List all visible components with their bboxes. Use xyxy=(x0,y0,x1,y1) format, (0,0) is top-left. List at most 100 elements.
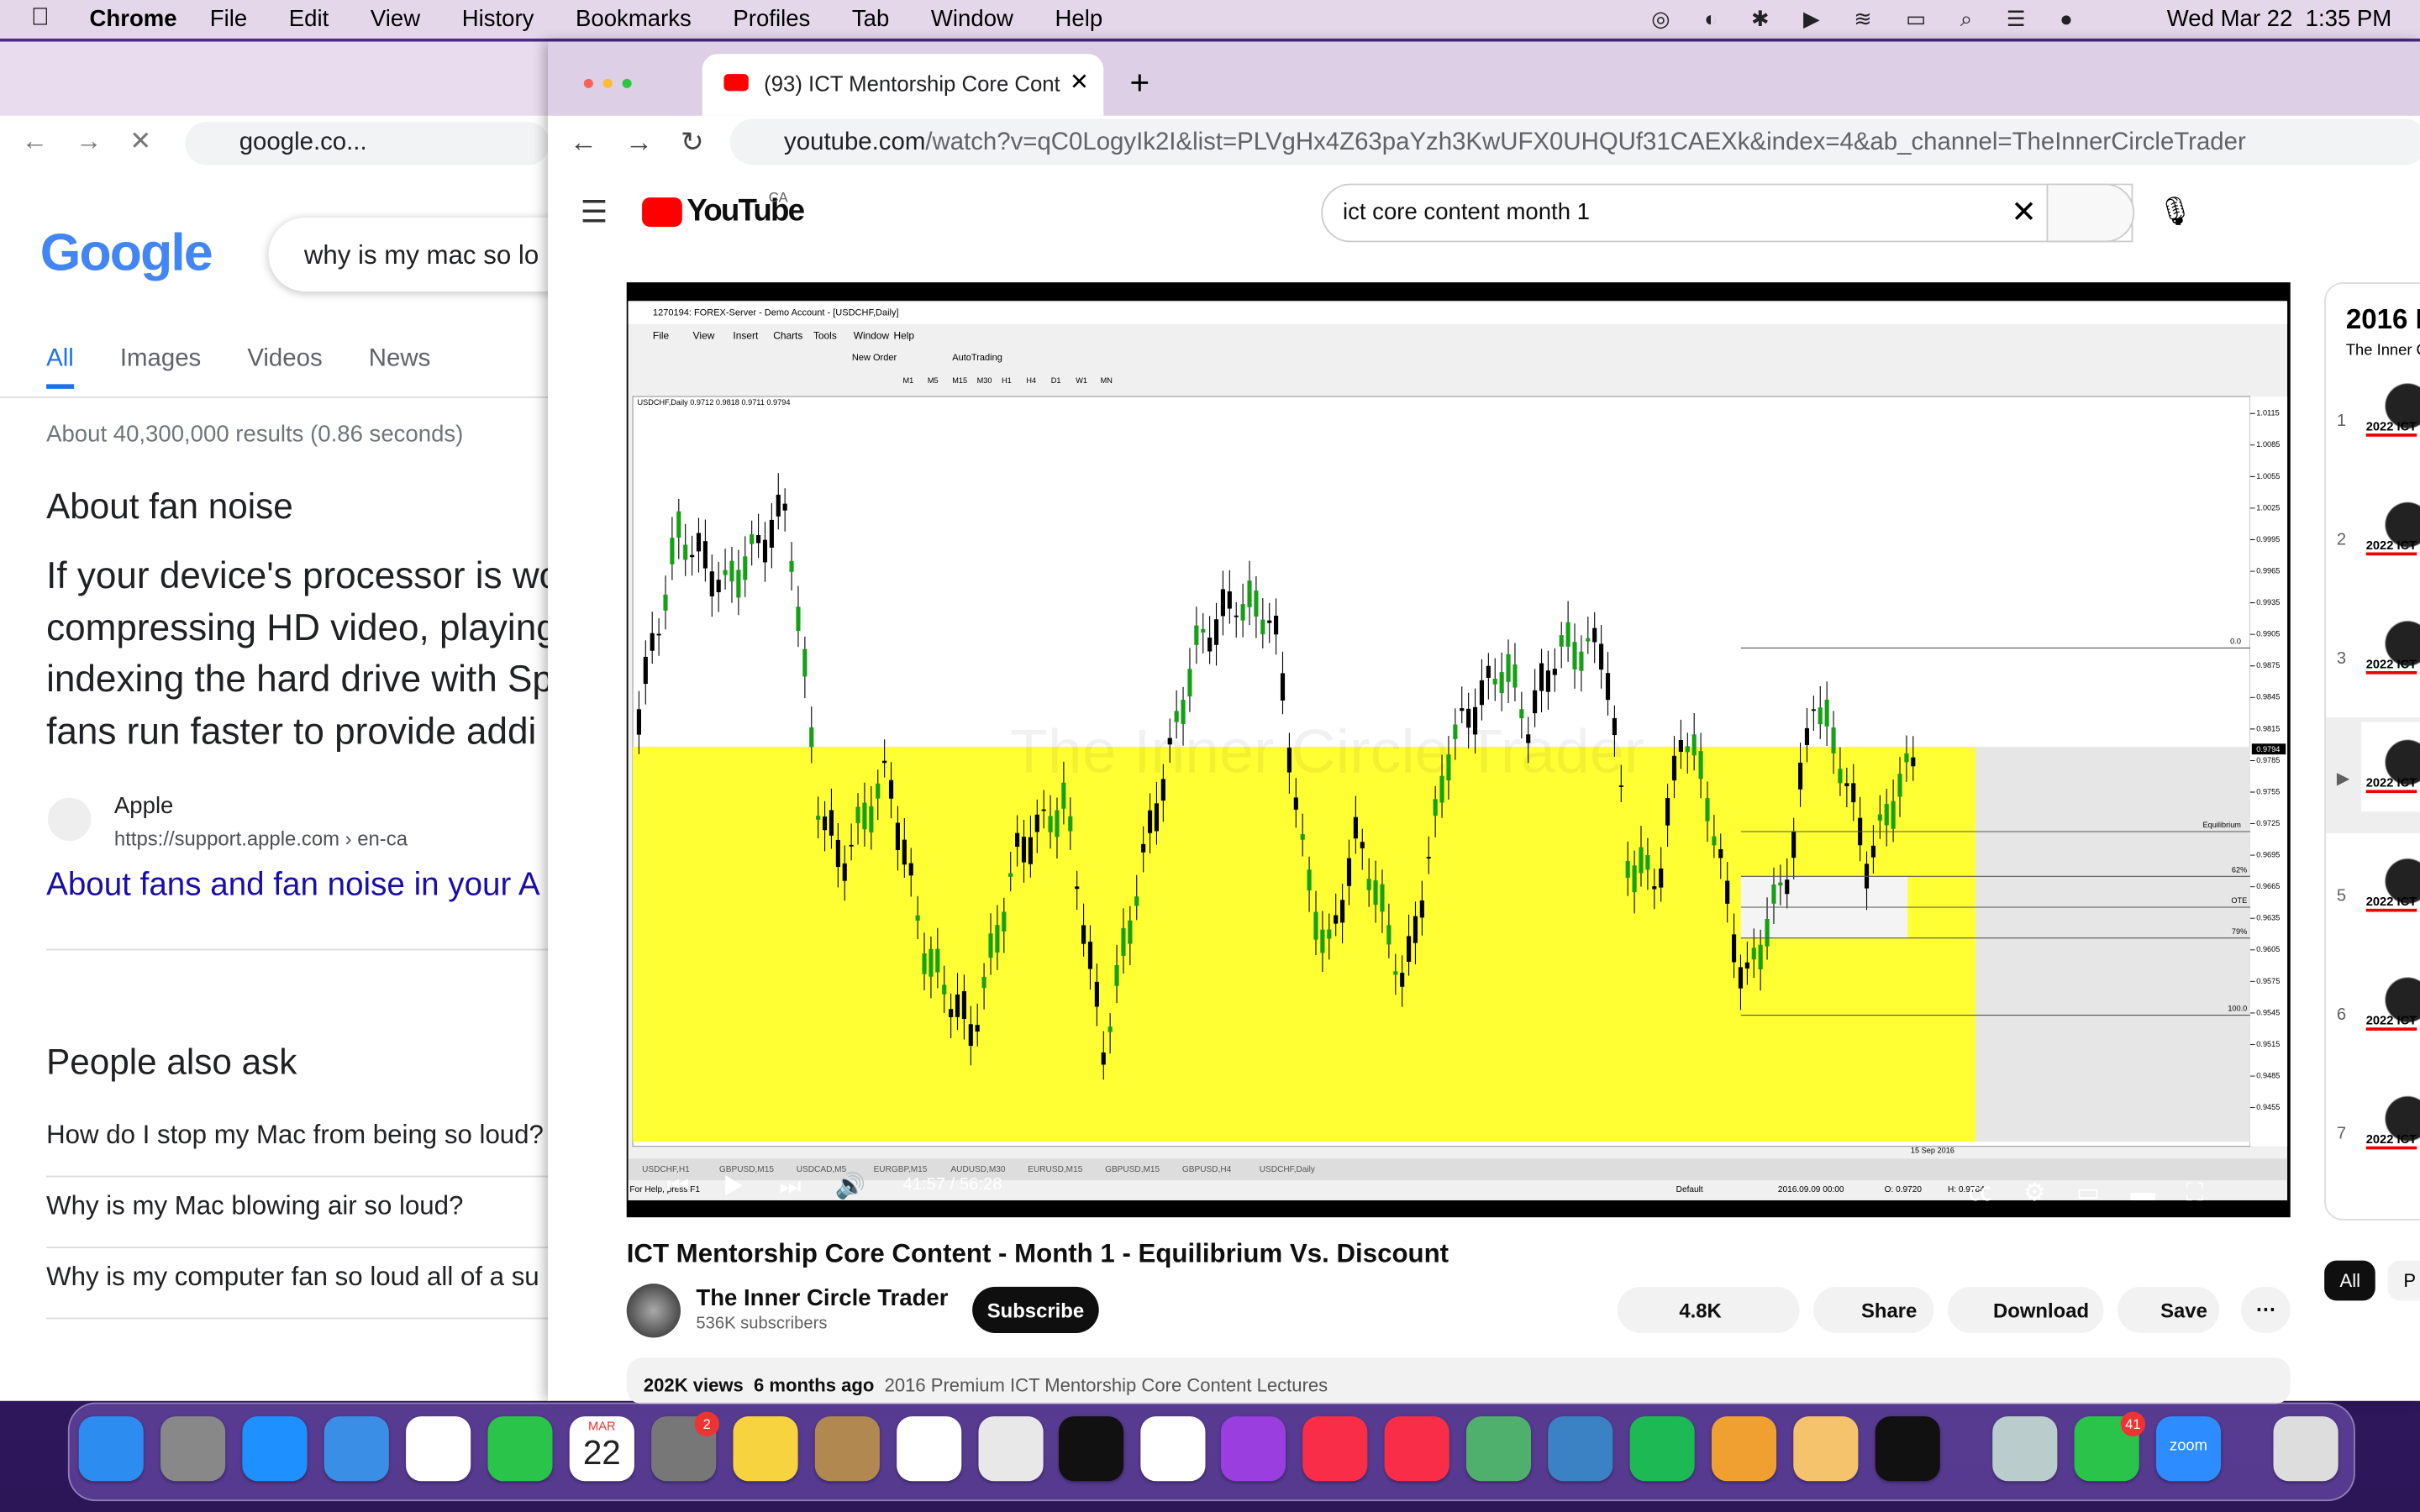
search-tab[interactable]: All xyxy=(46,345,74,389)
tab-close[interactable]: ✕ xyxy=(1069,69,1089,96)
body xyxy=(1744,962,1749,969)
mic[interactable]: 🎙 xyxy=(2157,196,2193,228)
dock-icon[interactable] xyxy=(487,1416,553,1482)
search-button[interactable] xyxy=(2046,183,2135,243)
dock-icon[interactable] xyxy=(324,1416,389,1482)
result-link[interactable]: About fans and fan noise in your A xyxy=(46,867,540,903)
dock-icon[interactable] xyxy=(2155,1416,2222,1482)
question[interactable]: How do I stop my Mac from being so loud? xyxy=(46,1106,550,1178)
channel-avatar[interactable] xyxy=(626,1284,681,1338)
apple-menu[interactable]:  xyxy=(31,5,50,33)
source-url: https://support.apple.com › en-ca xyxy=(113,827,408,851)
body xyxy=(822,816,828,831)
playlist-subtitle: The Inner C xyxy=(2345,342,2420,360)
dock-icon[interactable] xyxy=(569,1416,634,1482)
menu-item[interactable]: Profiles xyxy=(733,6,811,33)
download-button[interactable]: Download xyxy=(1947,1286,2104,1333)
search-tab[interactable]: Images xyxy=(119,345,202,372)
body xyxy=(696,533,702,552)
body xyxy=(663,594,668,611)
price-label: 0.9455 xyxy=(2256,1103,2280,1111)
body xyxy=(1460,708,1465,711)
body xyxy=(922,953,927,974)
element: ● xyxy=(581,69,602,95)
playlist-thumb[interactable] xyxy=(2361,841,2420,931)
menu-item[interactable]: Tab xyxy=(851,6,890,33)
playlist-thumb[interactable] xyxy=(2361,603,2420,693)
question[interactable]: Why is my computer fan so loud all of a … xyxy=(46,1248,550,1320)
mt4-symbol: USDCHF,Daily 0.9712 0.9818 0.9711 0.9794 xyxy=(638,398,791,407)
playlist-thumb[interactable] xyxy=(2361,365,2420,455)
dock-icon[interactable] xyxy=(1384,1416,1449,1482)
save-button[interactable]: Save xyxy=(2118,1286,2220,1333)
price-label: 0.9995 xyxy=(2256,535,2280,543)
chip[interactable]: All xyxy=(2324,1260,2376,1301)
app-name[interactable]: Chrome xyxy=(89,6,177,33)
address-bar[interactable] xyxy=(185,122,550,165)
dock-icon[interactable] xyxy=(1465,1416,1532,1482)
dock-icon[interactable] xyxy=(160,1416,226,1482)
status-text: O: 0.9720 xyxy=(1885,1185,1923,1194)
playlist-panel xyxy=(2324,282,2420,1221)
body xyxy=(1785,879,1790,895)
body xyxy=(729,560,734,582)
status-icons: ◎◐✱▶≋▭⌕☰● xyxy=(1651,6,2107,31)
menu-item[interactable]: Bookmarks xyxy=(576,6,692,33)
like-button[interactable]: 4.8K xyxy=(1617,1286,1800,1333)
body xyxy=(1041,809,1046,811)
status-text: 2016.09.09 00:00 xyxy=(1778,1185,1844,1194)
dock-icon[interactable] xyxy=(2273,1416,2338,1482)
address-bar[interactable] xyxy=(729,118,2420,165)
dock-icon[interactable] xyxy=(1629,1416,1695,1482)
menu-item[interactable]: Edit xyxy=(288,6,329,33)
channel-name[interactable]: The Inner Circle Trader xyxy=(696,1285,949,1312)
dock-icon[interactable] xyxy=(1140,1416,1206,1482)
body xyxy=(1400,973,1405,987)
question[interactable]: Why is my Mac blowing air so loud? xyxy=(46,1177,550,1248)
dock-icon[interactable] xyxy=(1548,1416,1613,1482)
yt-logo[interactable]: YouTube xyxy=(687,194,805,228)
dock-icon[interactable] xyxy=(1302,1416,1368,1482)
dock-icon[interactable] xyxy=(814,1416,880,1482)
chip[interactable]: P xyxy=(2388,1260,2420,1301)
dock-icon[interactable] xyxy=(78,1416,144,1482)
body xyxy=(1240,604,1245,621)
subscribe-button[interactable]: Subscribe xyxy=(972,1286,1099,1333)
playlist-thumb[interactable] xyxy=(2361,484,2420,575)
playlist-thumb[interactable] xyxy=(2361,959,2420,1049)
body xyxy=(1021,837,1027,863)
dock-icon[interactable] xyxy=(1059,1416,1124,1482)
body xyxy=(1639,847,1644,874)
menu-item[interactable]: View xyxy=(370,6,421,33)
dock-icon[interactable] xyxy=(406,1416,471,1482)
dock-icon[interactable] xyxy=(978,1416,1044,1482)
price-label: 0.9845 xyxy=(2256,693,2280,701)
menu-item[interactable]: Window xyxy=(930,6,1013,33)
dock-icon[interactable] xyxy=(1220,1416,1286,1482)
dock-icon[interactable] xyxy=(1711,1416,1777,1482)
dock-icon[interactable] xyxy=(897,1416,962,1482)
menu-item[interactable]: Help xyxy=(1055,6,1103,33)
body xyxy=(1778,882,1783,886)
new-tab[interactable]: + xyxy=(1129,63,1150,102)
description-box[interactable] xyxy=(626,1357,2291,1404)
playlist-thumb[interactable] xyxy=(2361,1078,2420,1168)
dock-icon[interactable] xyxy=(1992,1416,2058,1482)
playlist[interactable]: 2016 Premium ICT Mentorship Core Content… xyxy=(884,1374,1328,1397)
menu-icon[interactable]: ☰ xyxy=(580,196,608,230)
player-controls: ⏮▶⏭🔊 xyxy=(666,1173,900,1200)
search-tab[interactable]: Videos xyxy=(247,345,323,372)
body xyxy=(1492,678,1497,685)
dock-icon[interactable] xyxy=(733,1416,798,1482)
dock-icon[interactable] xyxy=(242,1416,308,1482)
menu-item[interactable]: File xyxy=(209,6,248,33)
dock-icon[interactable] xyxy=(1793,1416,1859,1482)
active-tab[interactable] xyxy=(702,54,1104,116)
clear-search[interactable]: ✕ xyxy=(2011,196,2038,230)
dock-icon[interactable] xyxy=(1875,1416,1940,1482)
playlist-thumb[interactable] xyxy=(2361,722,2420,812)
share-button[interactable]: Share xyxy=(1813,1286,1934,1333)
more-button[interactable]: ⋯ xyxy=(2240,1286,2291,1333)
search-tab[interactable]: News xyxy=(368,345,431,372)
menu-item[interactable]: History xyxy=(461,6,534,33)
